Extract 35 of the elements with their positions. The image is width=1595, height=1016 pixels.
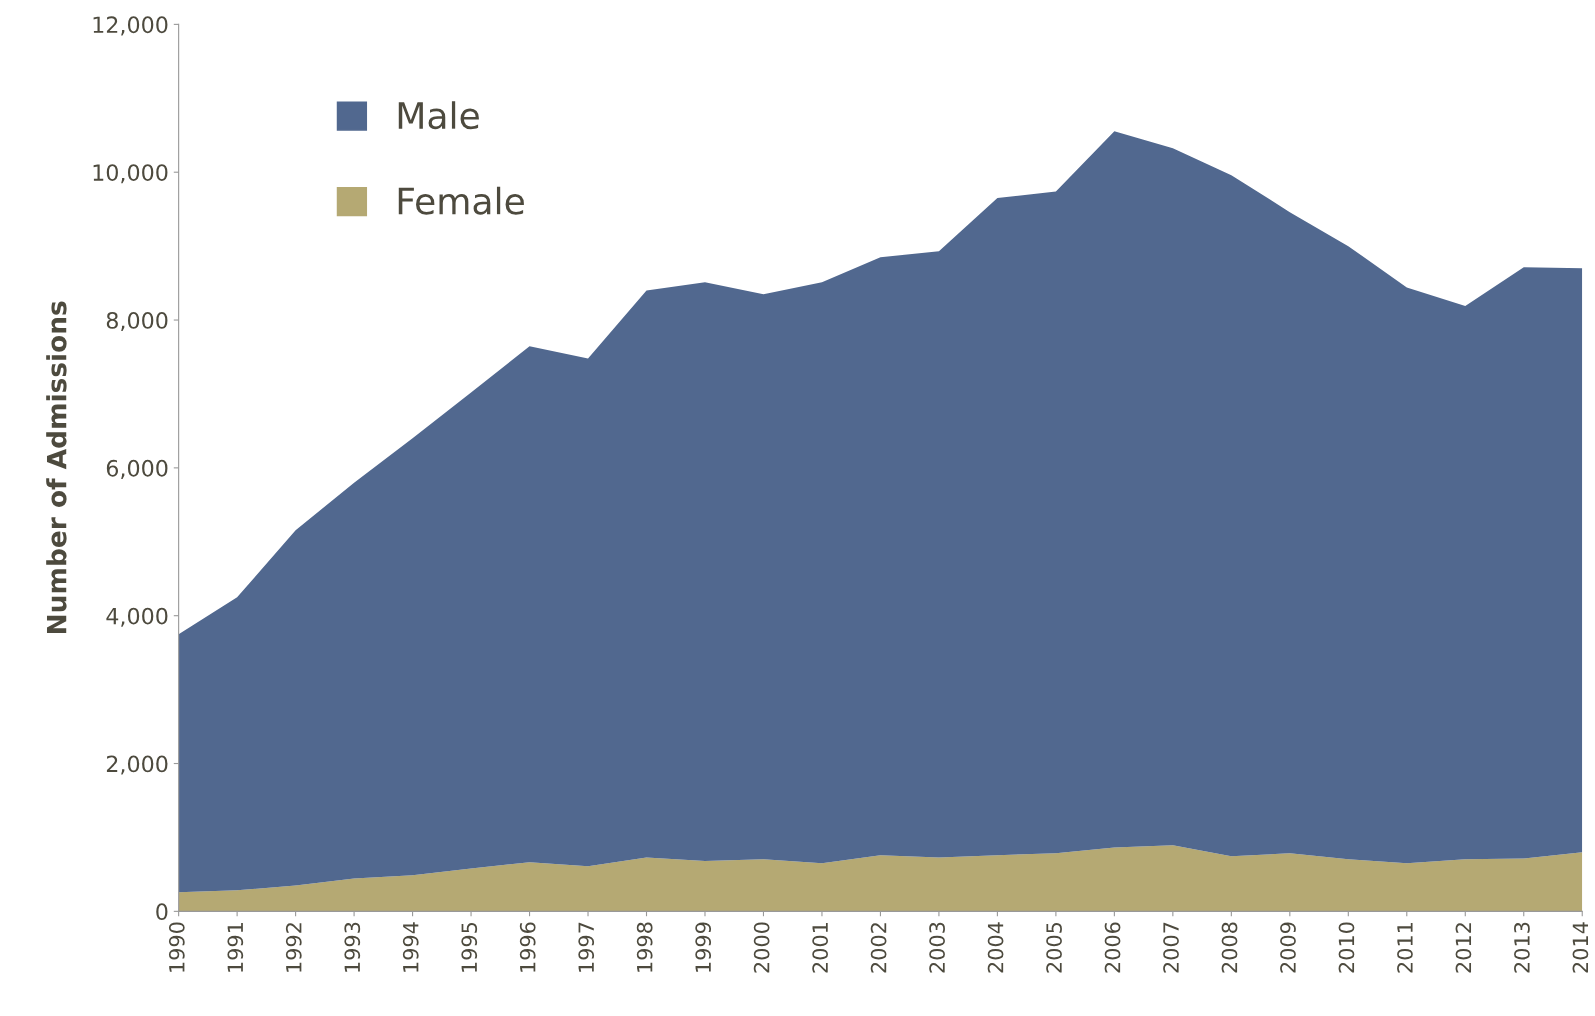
x-tick-label: 2013 (1514, 922, 1530, 973)
x-tick-label: 2006 (1104, 922, 1121, 973)
x-tick-label: 2005 (1046, 922, 1062, 973)
y-axis-title: Number of Admissions (46, 301, 67, 633)
x-tick-label: 1995 (461, 922, 478, 972)
x-tick-label: 1991 (227, 923, 244, 972)
x-tick-label: 2003 (929, 922, 945, 973)
y-tick-label: 6,000 (106, 459, 168, 479)
x-tick-label: 2000 (753, 922, 770, 973)
x-tick-label: 2014 (1572, 922, 1589, 973)
x-tick-label: 1992 (285, 923, 302, 972)
x-tick-label: 1999 (695, 922, 712, 972)
y-tick-label: 10,000 (93, 164, 168, 184)
x-tick-label: 2012 (1455, 923, 1472, 973)
x-tick-label: 1993 (344, 922, 361, 972)
y-tick-label: 8,000 (106, 311, 168, 332)
x-tick-label: 2001 (812, 923, 828, 973)
x-tick-label: 2011 (1397, 923, 1413, 973)
legend-label: Male (398, 101, 479, 130)
y-tick-label: 4,000 (106, 607, 168, 627)
y-tick-label: 2,000 (106, 755, 168, 775)
x-tick-label: 1996 (519, 922, 536, 972)
x-tick-label: 1994 (402, 922, 419, 972)
x-tick-label: 1997 (578, 922, 595, 972)
x-tick-label: 2002 (870, 923, 887, 973)
x-tick-label: 2009 (1280, 922, 1296, 973)
x-tick-label: 2008 (1221, 922, 1238, 973)
legend-label: Female (398, 186, 524, 215)
x-tick-label: 2007 (1163, 922, 1179, 973)
x-tick-label: 2010 (1338, 922, 1355, 973)
y-tick-label: 12,000 (93, 16, 168, 36)
x-tick-label: 1998 (636, 922, 653, 972)
y-tick-label: 0 (156, 903, 168, 921)
x-tick-label: 1990 (168, 922, 185, 972)
x-tick-label: 2004 (987, 922, 1004, 973)
